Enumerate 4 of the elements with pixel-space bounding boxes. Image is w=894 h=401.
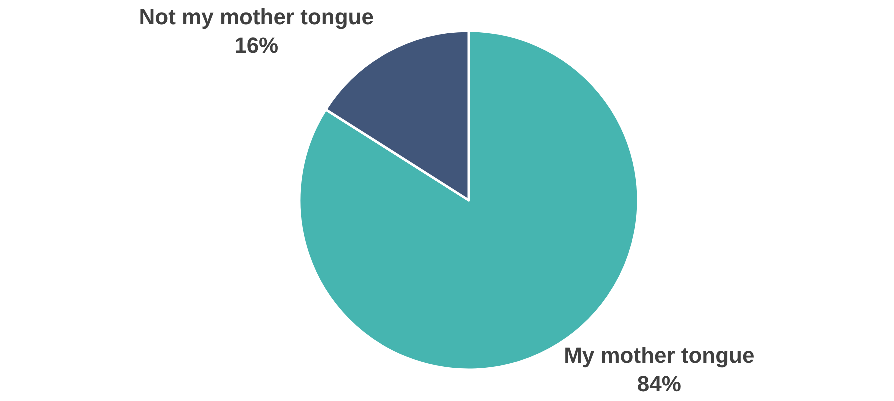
- data-label: 16%: [234, 33, 279, 58]
- data-label: 84%: [637, 371, 682, 396]
- slice-label: Not my mother tongue: [139, 4, 374, 30]
- slice-label: My mother tongue: [564, 342, 755, 368]
